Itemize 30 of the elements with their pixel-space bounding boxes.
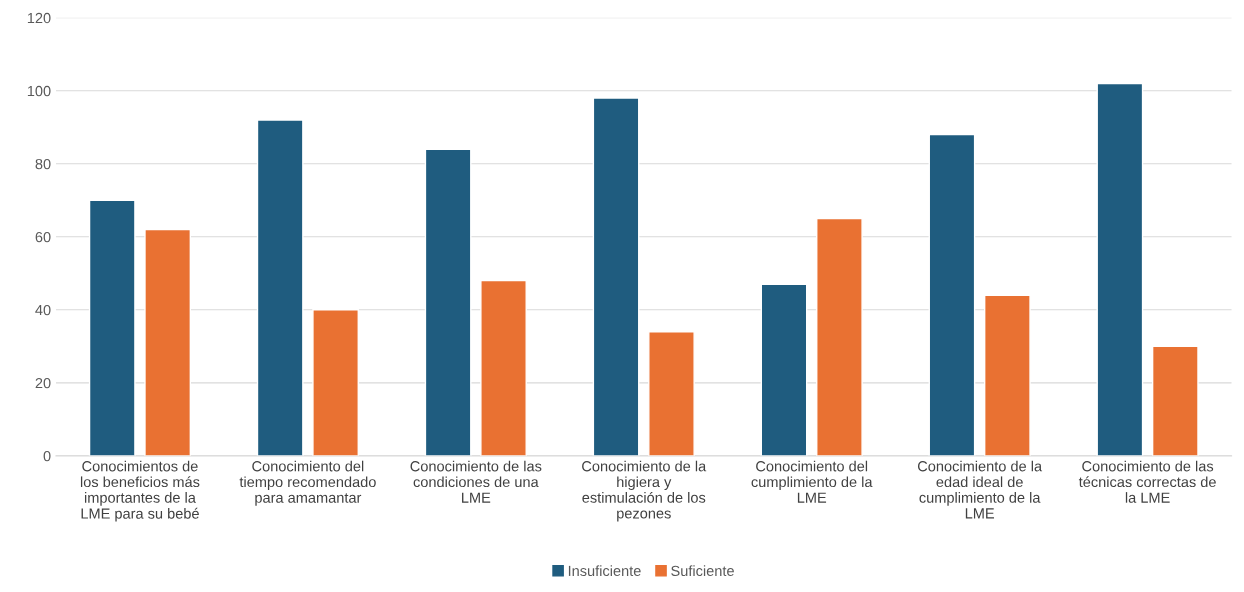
y-tick-label: 60 <box>35 231 51 243</box>
y-tick-label: 120 <box>27 12 51 24</box>
x-tick-label: Conocimiento de las condiciones de una LME <box>410 460 542 503</box>
bar <box>1151 345 1199 456</box>
y-tick-label: 0 <box>43 450 51 462</box>
bar <box>983 294 1031 456</box>
x-tick-label: Conocimiento de las técnicas correctas de la LME <box>1078 460 1216 503</box>
bar <box>144 228 192 456</box>
y-tick-label: 80 <box>35 158 51 170</box>
legend-label: Insuficiente <box>568 565 641 577</box>
bar <box>480 279 527 456</box>
bar <box>648 331 695 456</box>
bar <box>88 199 136 456</box>
bar <box>256 119 304 456</box>
legend-label: Suficiente <box>671 565 734 577</box>
y-tick-label: 100 <box>27 85 51 97</box>
x-tick-label: Conocimiento de la higiera y estimulación de los pezones <box>582 460 707 522</box>
x-tick-label: Conocimiento del tiempo recomendado para amamantar <box>239 460 376 506</box>
bar <box>928 133 976 456</box>
bar <box>760 283 808 456</box>
y-tick-label: 20 <box>35 377 51 389</box>
x-tick-label: Conocimiento de la edad ideal de cumplimiento de la LME <box>917 460 1043 519</box>
x-tick-label: Conocimientos de los beneficios más importantes de la LME para su bebé <box>80 460 200 522</box>
bar <box>816 217 863 456</box>
bar <box>424 148 472 456</box>
bar <box>592 97 640 456</box>
bar <box>1096 82 1144 456</box>
bar <box>312 309 359 456</box>
x-tick-label: Conocimiento del cumplimiento de la LME <box>751 460 873 503</box>
y-tick-label: 40 <box>35 304 51 316</box>
